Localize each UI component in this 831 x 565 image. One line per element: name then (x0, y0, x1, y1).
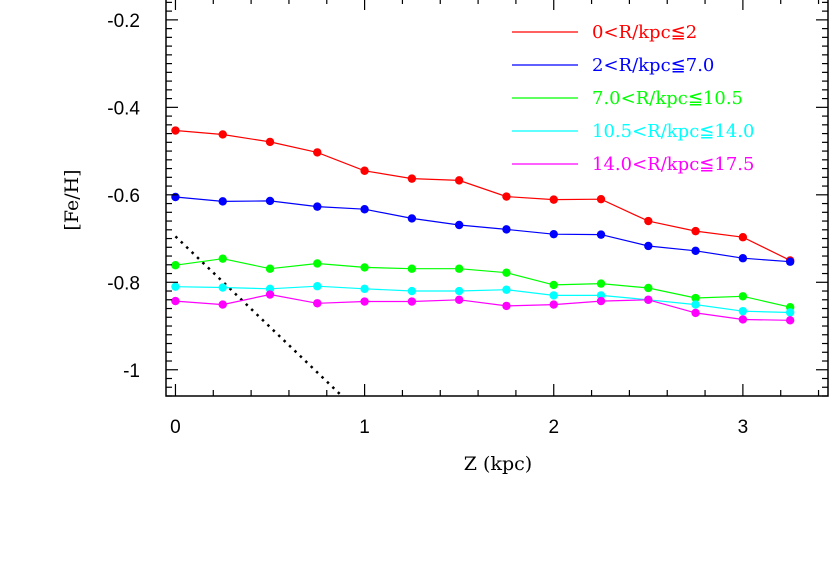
data-point (407, 214, 417, 223)
data-point (738, 306, 748, 316)
data-point (218, 254, 227, 263)
plot-border (165, 0, 829, 397)
y-tick-label: -0.2 (107, 11, 140, 32)
data-point (218, 197, 227, 206)
data-point (407, 286, 417, 296)
data-point (360, 166, 369, 175)
data-point (407, 297, 417, 306)
data-point (738, 315, 748, 324)
data-point (218, 283, 227, 292)
data-point (502, 285, 511, 294)
data-point (454, 295, 464, 304)
series-layer (171, 126, 795, 325)
data-point (596, 279, 606, 288)
data-point (171, 126, 180, 135)
series-2 (171, 192, 795, 266)
series-3 (171, 254, 795, 312)
ticks-layer: 0 1 2 3 -0.2 -0.4 -0.6 -0.8 -1 (107, 0, 828, 438)
data-point (313, 282, 322, 291)
data-point (171, 192, 180, 202)
data-point (313, 299, 322, 308)
data-point (502, 268, 511, 277)
x-tick-label: 0 (170, 417, 181, 438)
data-point (313, 202, 322, 211)
y-tick-label: -0.4 (107, 98, 140, 119)
reference-line (174, 235, 343, 397)
data-point (454, 220, 464, 230)
data-point (691, 308, 700, 318)
data-point (218, 300, 227, 309)
data-point (502, 225, 511, 234)
plot-frame (165, 0, 829, 397)
data-point (360, 284, 369, 294)
data-point (738, 292, 748, 301)
data-point (549, 280, 558, 290)
x-axis-title: Z (kpc) (464, 453, 532, 475)
data-point (265, 290, 275, 299)
data-point (454, 176, 464, 185)
data-point (171, 261, 180, 270)
reference-line-segment (174, 235, 343, 397)
y-tick-label: -1 (123, 361, 140, 382)
data-point (502, 192, 511, 201)
data-point (691, 293, 700, 303)
data-point (502, 301, 511, 311)
data-point (265, 137, 275, 147)
legend: 0<R/kpc≦2 2<R/kpc≦7.0 7.0<R/kpc≦10.5 10.5<R… (512, 22, 754, 175)
y-tick-label: -0.8 (107, 273, 140, 294)
data-point (265, 264, 275, 273)
data-point (691, 226, 700, 236)
series-line (175, 129, 791, 261)
series-4 (171, 282, 795, 317)
series-line (175, 285, 791, 314)
data-point (644, 216, 653, 226)
data-point (265, 196, 275, 206)
data-point (360, 205, 369, 214)
data-point (313, 148, 322, 157)
legend-label: 14.0<R/kpc≦17.5 (592, 154, 754, 175)
data-point (596, 230, 606, 239)
data-point (785, 316, 795, 325)
data-point (644, 241, 653, 251)
y-tick-label: -0.6 (107, 186, 140, 207)
data-point (360, 263, 369, 272)
data-point (785, 257, 795, 266)
data-point (407, 174, 417, 183)
data-point (549, 291, 558, 300)
legend-label: 2<R/kpc≦7.0 (592, 55, 714, 76)
x-tick-label: 1 (359, 417, 370, 438)
legend-label: 0<R/kpc≦2 (592, 22, 697, 43)
data-point (549, 229, 558, 239)
data-point (171, 296, 180, 306)
series-line (175, 196, 791, 263)
x-tick-label: 3 (738, 417, 749, 438)
data-point (691, 246, 700, 255)
data-point (171, 282, 180, 291)
data-point (738, 254, 748, 263)
y-axis-title: [Fe/H] (61, 169, 83, 230)
data-point (360, 297, 369, 306)
series-1 (171, 126, 795, 265)
x-tick-label: 2 (548, 417, 559, 438)
data-point (596, 194, 606, 204)
legend-label: 7.0<R/kpc≦10.5 (592, 88, 743, 109)
data-point (596, 296, 606, 306)
data-point (549, 300, 558, 309)
series-line (175, 293, 791, 321)
data-point (313, 259, 322, 268)
legend-label: 10.5<R/kpc≦14.0 (592, 121, 754, 142)
series-line (175, 258, 791, 308)
data-point (454, 264, 464, 273)
data-point (454, 286, 464, 296)
data-point (549, 195, 558, 204)
series-5 (171, 290, 795, 325)
data-point (691, 300, 700, 309)
data-point (644, 295, 653, 304)
data-point (738, 233, 748, 242)
data-point (407, 264, 417, 273)
data-point (644, 283, 653, 293)
data-point (218, 130, 227, 139)
data-point (785, 308, 795, 317)
